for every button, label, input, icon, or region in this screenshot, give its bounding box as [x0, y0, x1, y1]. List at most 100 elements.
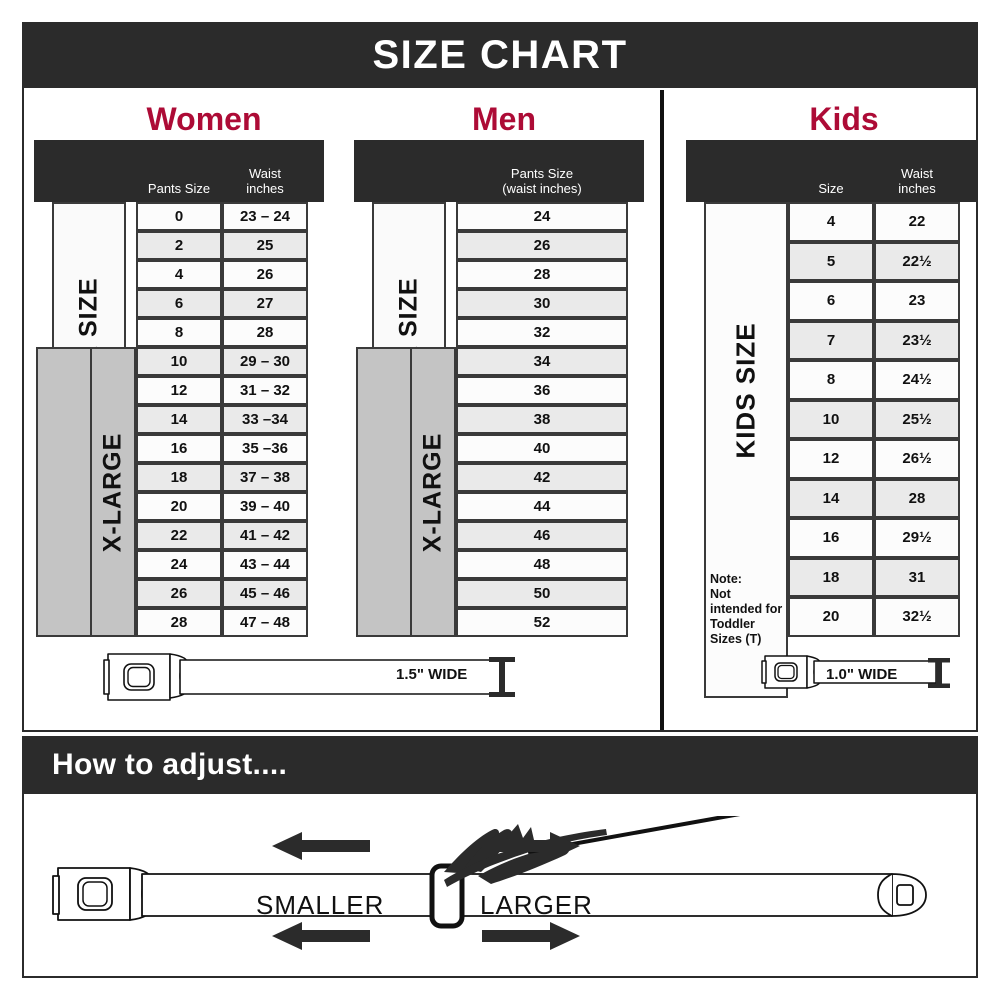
kids-cell: 14: [788, 478, 874, 518]
kids-group-label-text-kids: KIDS SIZE: [730, 321, 761, 459]
women-cell: 22: [136, 521, 222, 550]
page-title: SIZE CHART: [372, 33, 628, 77]
women-cell: 37 – 38: [222, 463, 308, 492]
men-cell: 48: [456, 550, 628, 579]
women-group-label-xlarge2: X-LARGE: [90, 347, 136, 637]
women-cell: 6: [136, 289, 222, 318]
kids-cell: 25½: [874, 399, 960, 439]
kids-col-header-1: Waist inches: [898, 166, 936, 196]
men-col-header-0: Pants Size (waist inches): [502, 166, 582, 196]
kids-belt-width-label: 1.0" WIDE: [826, 666, 898, 683]
section-title-women: Women: [146, 101, 262, 137]
kids-cell: 7: [788, 320, 874, 360]
women-cell: 41 – 42: [222, 521, 308, 550]
kids-cell: 12: [788, 439, 874, 479]
adjust-belt-illustration: [40, 812, 960, 956]
women-cell: 16: [136, 434, 222, 463]
women-cell: 0: [136, 202, 222, 231]
women-cell: 24: [136, 550, 222, 579]
men-cell: 38: [456, 405, 628, 434]
kids-table-header: Size Waist inches: [686, 140, 976, 202]
men-group-label-xlarge2: X-LARGE: [410, 347, 456, 637]
men-cell: 28: [456, 260, 628, 289]
women-cell: 29 – 30: [222, 347, 308, 376]
kids-cell: 16: [788, 518, 874, 558]
smaller-label: SMALLER: [256, 890, 385, 920]
women-cell: 28: [222, 318, 308, 347]
section-title-men: Men: [472, 101, 536, 137]
kids-cell: 32½: [874, 597, 960, 637]
men-cell: 26: [456, 231, 628, 260]
larger-label: LARGER: [480, 890, 593, 920]
how-to-adjust-panel: SMALLER LARGER: [22, 794, 978, 978]
kids-size-table: Size Waist inches KIDS SIZE 4 22 5 22½ 6 23 7 23½ 8 2…: [686, 140, 976, 698]
page-title-bar: SIZE CHART: [22, 22, 978, 88]
kids-cell: 18: [788, 557, 874, 597]
women-cell: 31 – 32: [222, 376, 308, 405]
women-cell: 33 –34: [222, 405, 308, 434]
kids-cell: 23½: [874, 320, 960, 360]
men-table-header: Pants Size (waist inches): [354, 140, 644, 202]
kids-cell: 8: [788, 360, 874, 400]
kids-group-label-kids: KIDS SIZE: [704, 202, 788, 698]
women-cell: 45 – 46: [222, 579, 308, 608]
women-cell: 25: [222, 231, 308, 260]
adult-belt-illustration: [102, 646, 522, 708]
kids-cell: 24½: [874, 360, 960, 400]
women-cell: 8: [136, 318, 222, 347]
section-divider: [660, 90, 664, 730]
women-cell: 20: [136, 492, 222, 521]
men-cell: 44: [456, 492, 628, 521]
women-cell: 28: [136, 608, 222, 637]
how-to-adjust-heading: How to adjust....: [52, 748, 288, 781]
kids-cell: 20: [788, 597, 874, 637]
women-col-header-0: Pants Size: [147, 181, 211, 196]
men-group-label-text-xlarge2: X-LARGE: [418, 432, 447, 552]
men-cell: 24: [456, 202, 628, 231]
men-cell: 30: [456, 289, 628, 318]
women-cell: 47 – 48: [222, 608, 308, 637]
men-cell: 34: [456, 347, 628, 376]
women-cell: 43 – 44: [222, 550, 308, 579]
women-group-label-text-xlarge2: X-LARGE: [98, 432, 127, 552]
women-table-header: Pants Size Waist inches: [34, 140, 324, 202]
kids-cell: 23: [874, 281, 960, 321]
women-cell: 23 – 24: [222, 202, 308, 231]
kids-note: Note: Not intended for Toddler Sizes (T): [710, 572, 783, 646]
women-cell: 27: [222, 289, 308, 318]
women-cell: 26: [222, 260, 308, 289]
women-cell: 39 – 40: [222, 492, 308, 521]
women-cell: 35 –36: [222, 434, 308, 463]
women-col-header-1: Waist inches: [246, 166, 284, 196]
size-tables-panel: Women Men Kids Pants SizeWaistinchesREGU…: [22, 88, 978, 732]
women-cell: 26: [136, 579, 222, 608]
kids-cell: 22½: [874, 241, 960, 281]
women-cell: 12: [136, 376, 222, 405]
men-cell: 46: [456, 521, 628, 550]
kids-cell: 28: [874, 478, 960, 518]
men-cell: 50: [456, 579, 628, 608]
women-cell: 18: [136, 463, 222, 492]
women-cell: 14: [136, 405, 222, 434]
men-cell: 32: [456, 318, 628, 347]
men-cell: 42: [456, 463, 628, 492]
kids-cell: 6: [788, 281, 874, 321]
women-cell: 10: [136, 347, 222, 376]
kids-cell: 4: [788, 202, 874, 242]
kids-belt-illustration: [760, 650, 960, 696]
kids-cell: 5: [788, 241, 874, 281]
men-size-table: Pants Size(waist inches)REGULAR SIZEX-LA…: [354, 140, 644, 640]
section-title-kids: Kids: [809, 101, 879, 137]
women-cell: 4: [136, 260, 222, 289]
kids-cell: 26½: [874, 439, 960, 479]
kids-cell: 31: [874, 557, 960, 597]
adult-belt-width-label: 1.5" WIDE: [396, 666, 468, 683]
kids-col-header-0: Size: [818, 181, 844, 196]
women-size-table: Pants SizeWaistinchesREGULAR SIZEX-LARGE…: [34, 140, 324, 640]
how-to-adjust-bar: How to adjust....: [22, 736, 978, 794]
kids-cell: 29½: [874, 518, 960, 558]
men-cell: 52: [456, 608, 628, 637]
kids-cell: 22: [874, 202, 960, 242]
men-cell: 40: [456, 434, 628, 463]
